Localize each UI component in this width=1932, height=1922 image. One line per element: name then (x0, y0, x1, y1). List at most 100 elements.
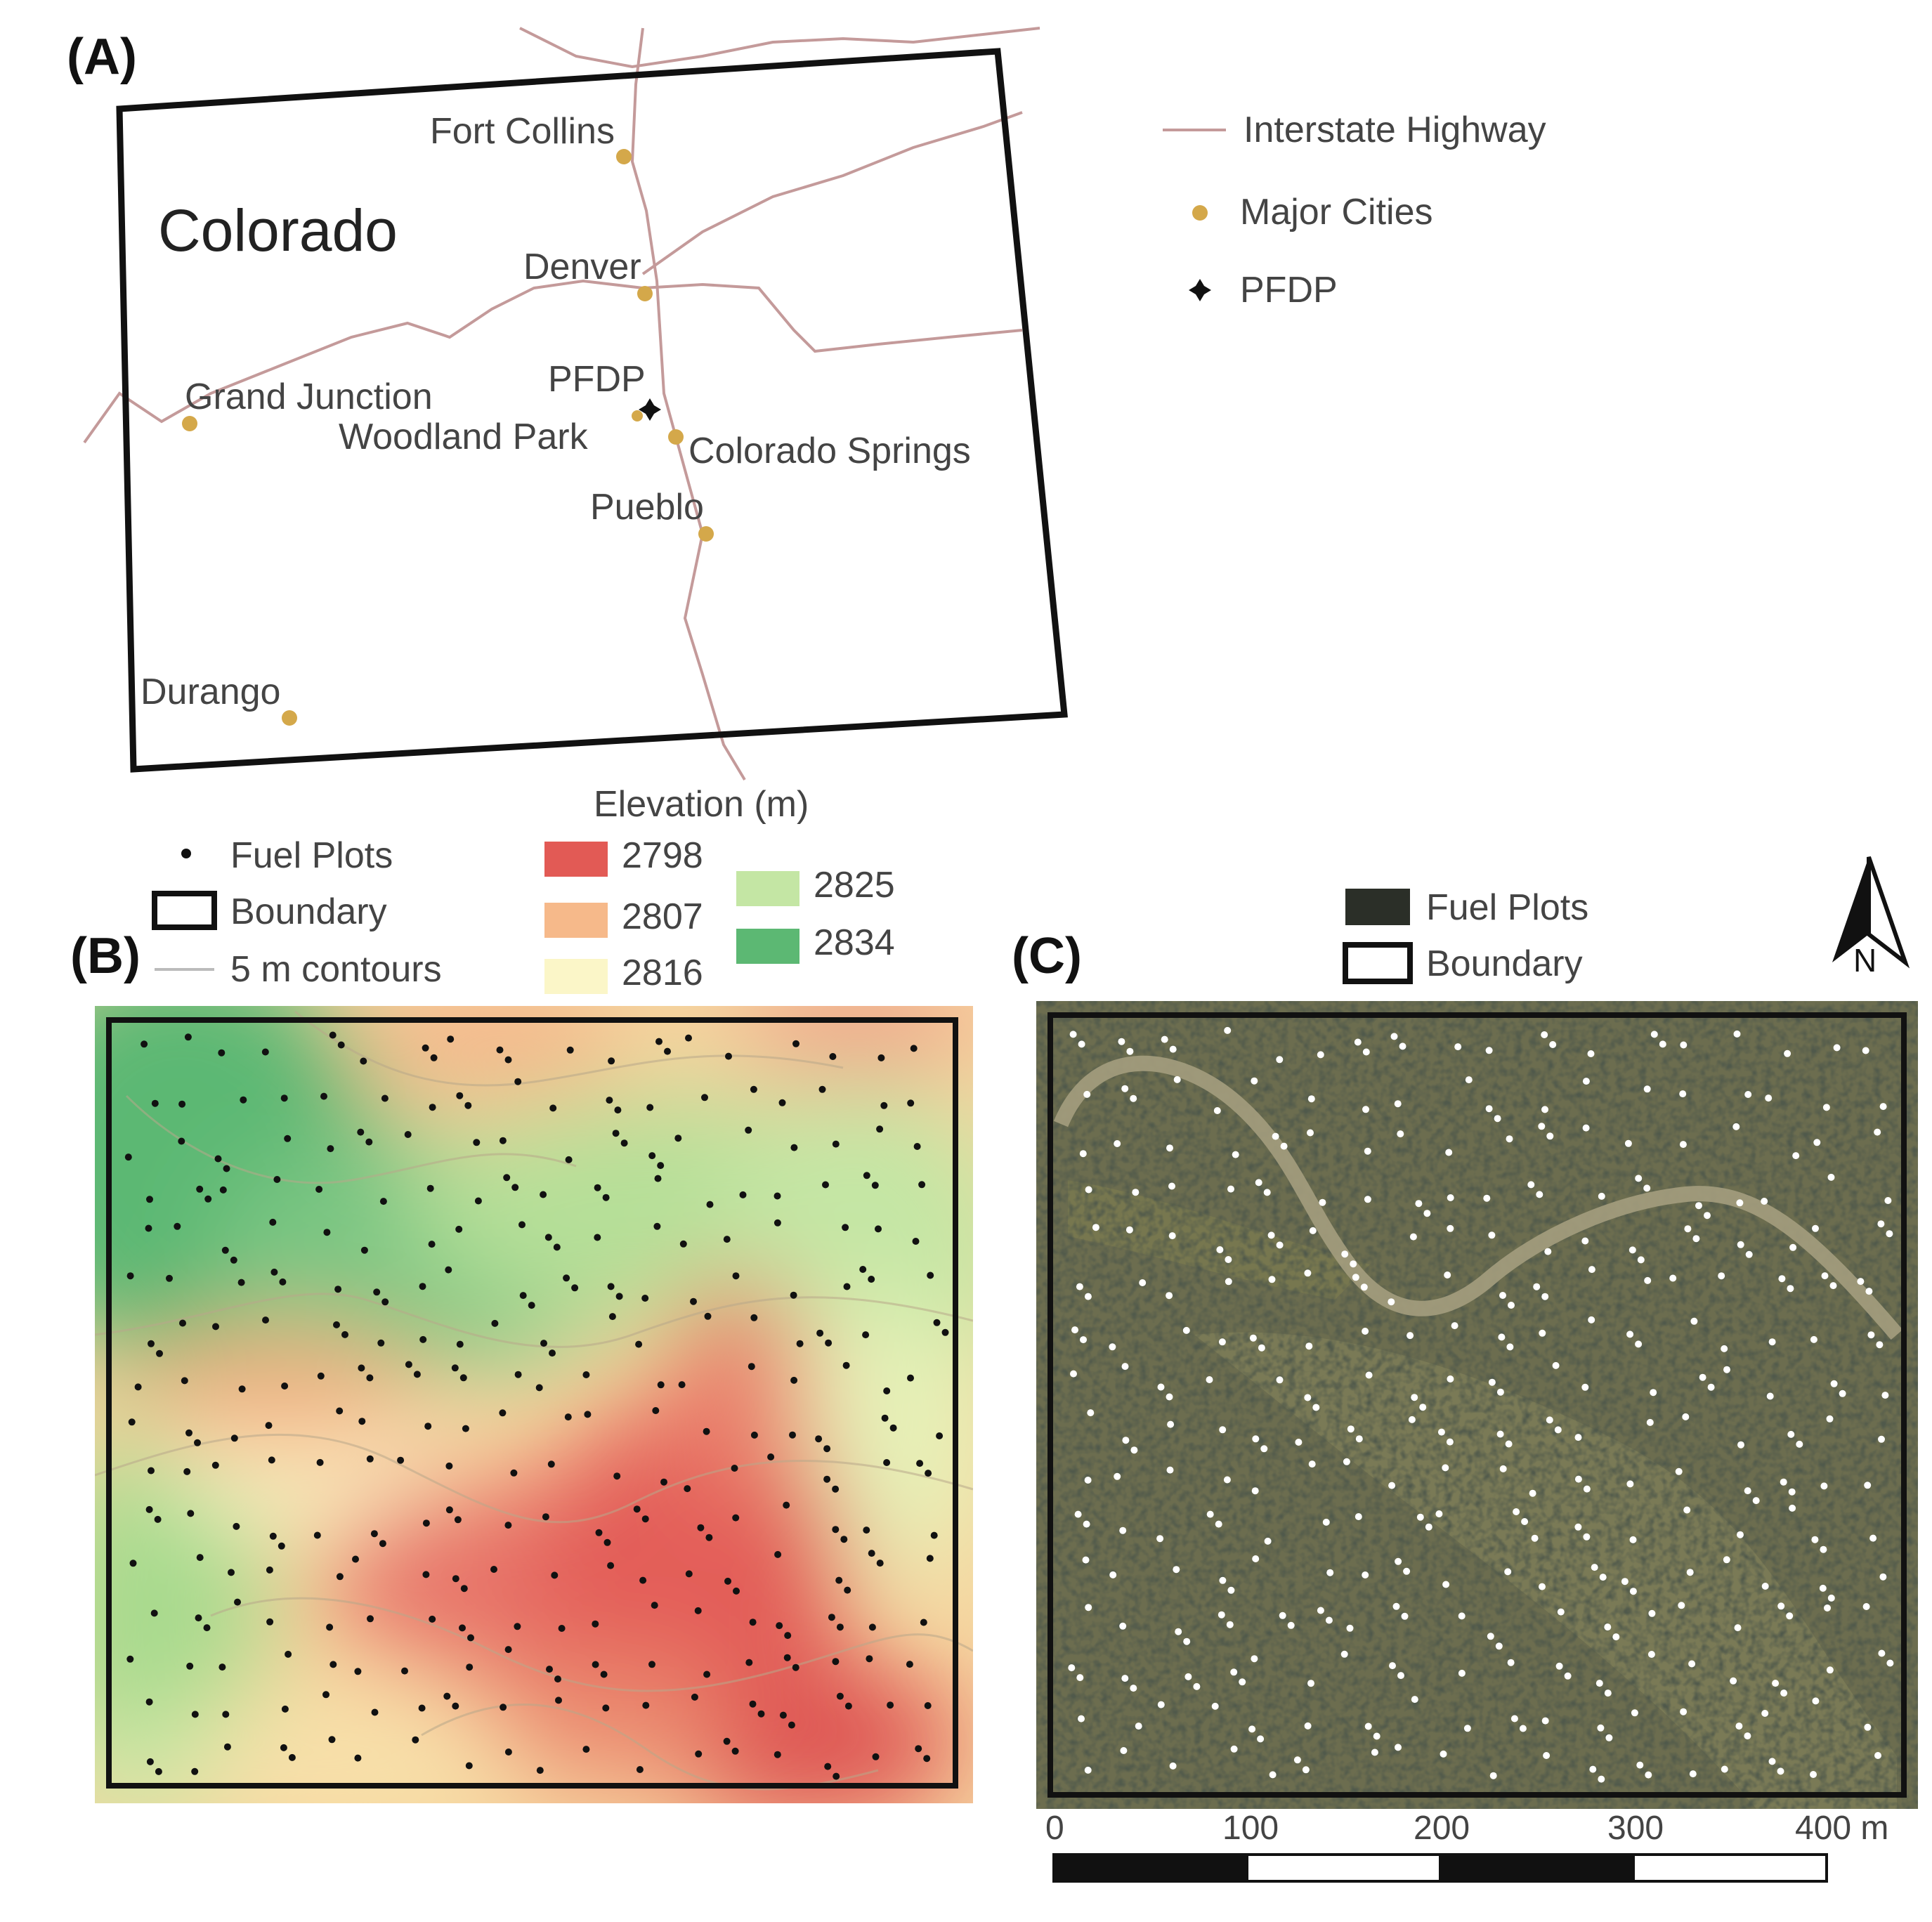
fuel-plot-marker (379, 1198, 387, 1205)
fuel-plot-marker (641, 1295, 649, 1302)
fuel-plot-marker (1175, 1628, 1182, 1635)
fuel-plot-marker (1355, 1435, 1363, 1443)
fuel-plot-marker (145, 1698, 153, 1706)
fuel-plot-marker (1232, 1151, 1239, 1158)
fuel-plot-marker (1442, 1581, 1450, 1588)
city-dot-colorado-springs (668, 429, 684, 445)
fuel-plot-marker (731, 1465, 738, 1472)
fuel-plot-marker (326, 1623, 334, 1631)
fuel-plot-marker (1227, 1586, 1235, 1594)
fuel-plot-marker (1120, 1747, 1128, 1754)
fuel-plot-marker (1307, 1129, 1314, 1137)
fuel-plot-marker (642, 1701, 650, 1709)
fuel-plot-marker (554, 1675, 561, 1683)
fuel-plot-marker (1536, 1191, 1543, 1198)
fuel-plot-marker (1168, 1182, 1175, 1190)
fuel-plot-marker (1589, 1765, 1597, 1773)
fuel-plot-marker (887, 1701, 894, 1709)
fuel-plot-marker (1538, 1123, 1546, 1130)
fuel-plot-marker (1669, 1274, 1677, 1282)
fuel-plot-marker (1394, 1100, 1402, 1108)
fuel-plot-marker (278, 1542, 285, 1550)
fuel-plot-marker (1483, 1194, 1491, 1202)
fuel-plot-marker (1397, 1672, 1404, 1680)
fuel-plot-marker (1684, 1225, 1692, 1233)
fuel-plot-marker (606, 1097, 613, 1104)
fuel-plot-marker (1411, 1394, 1418, 1401)
fuel-plot-marker (228, 1569, 235, 1576)
colorado-border (116, 48, 1068, 773)
fuel-plot-marker (1737, 1441, 1744, 1449)
fuel-plot-marker (456, 1092, 464, 1099)
fuel-plot-marker (1193, 1682, 1201, 1690)
fuel-plot-marker (1692, 1235, 1700, 1243)
fuel-plot-marker (455, 1225, 463, 1233)
fuel-plot-marker (1287, 1621, 1295, 1629)
fuel-plot-marker (204, 1195, 212, 1203)
fuel-plot-marker (1447, 1375, 1454, 1382)
fuel-plot-marker (684, 1485, 691, 1493)
fuel-plot-marker (405, 1361, 412, 1368)
fuel-plot-marker (1505, 1440, 1513, 1448)
fuel-plot-marker (1583, 1485, 1591, 1493)
fuel-plot-marker (155, 1767, 162, 1775)
fuel-plot-marker (651, 1602, 658, 1609)
fuel-plot-marker (913, 1143, 921, 1150)
elevation-legend-title: Elevation (m) (594, 784, 809, 825)
fuel-plot-marker (514, 1371, 522, 1378)
fuel-plot-marker (836, 1692, 844, 1700)
fuel-plot-marker (336, 1573, 344, 1581)
fuel-plot-marker (1364, 1722, 1372, 1730)
fuel-plot-marker (397, 1456, 405, 1464)
fuel-plot-marker (1371, 1748, 1378, 1756)
fuel-plot-marker (518, 1221, 526, 1229)
fuel-plot-marker (1886, 1659, 1894, 1667)
fuel-plot-marker (697, 1524, 705, 1531)
fuel-plot-marker (327, 1145, 334, 1153)
fuel-plot-marker (1362, 1571, 1369, 1578)
fuel-plot-marker (1744, 1091, 1752, 1098)
fuel-plot-marker (1362, 1048, 1370, 1056)
fuel-plot-marker (1239, 1678, 1246, 1686)
fuel-plot-marker (1824, 1604, 1831, 1612)
fuel-plot-marker (1675, 1467, 1683, 1475)
fuel-plot-marker (491, 1319, 499, 1327)
fuel-plot-marker (145, 1224, 152, 1232)
fuel-plot-marker (1494, 1115, 1501, 1123)
fuel-plot-marker (1276, 1376, 1284, 1384)
fuel-plot-marker (1070, 1370, 1077, 1378)
fuel-plot-marker (1588, 1316, 1595, 1323)
fuel-plot-marker (1730, 1677, 1737, 1685)
fuel-plot-marker (1085, 1186, 1092, 1194)
fuel-plot-marker (280, 1094, 288, 1102)
fuel-plot-marker (1777, 1767, 1784, 1775)
fuel-plot-marker (1812, 1224, 1819, 1232)
fuel-plot-marker (1415, 1200, 1423, 1208)
fuel-plot-marker (549, 1349, 556, 1357)
fuel-plot-marker (1425, 1523, 1432, 1531)
fuel-plot-marker (1636, 1761, 1644, 1769)
fuel-plot-marker (1635, 1340, 1643, 1348)
fuel-plot-marker (428, 1241, 436, 1248)
fuel-plot-marker (445, 1462, 453, 1470)
fuel-plot-marker (923, 1755, 931, 1763)
fuel-plot-marker (148, 1467, 155, 1475)
highway-i80-nw (519, 27, 1040, 69)
fuel-plot-marker (1068, 1664, 1076, 1672)
fuel-plot-marker (1458, 1612, 1466, 1620)
fuel-plot-marker (1857, 1278, 1865, 1286)
fuel-plot-marker (1591, 1564, 1598, 1571)
fuel-plot-marker (503, 1174, 511, 1182)
fuel-plot-marker (1084, 1293, 1092, 1300)
fuel-plot-marker (1216, 1246, 1224, 1253)
fuel-plot-marker (1225, 1278, 1232, 1286)
city-label-grand-junction: Grand Junction (185, 377, 433, 417)
fuel-plot-marker (535, 1384, 543, 1392)
fuel-plot-marker (1069, 1031, 1077, 1038)
fuel-plot-marker (542, 1513, 549, 1521)
fuel-plot-marker (925, 1470, 932, 1477)
fuel-plot-marker (1230, 1668, 1238, 1676)
fuel-plot-marker (1723, 1366, 1730, 1373)
fuel-plot-marker (1326, 1569, 1334, 1576)
fuel-plot-marker (862, 1331, 870, 1339)
